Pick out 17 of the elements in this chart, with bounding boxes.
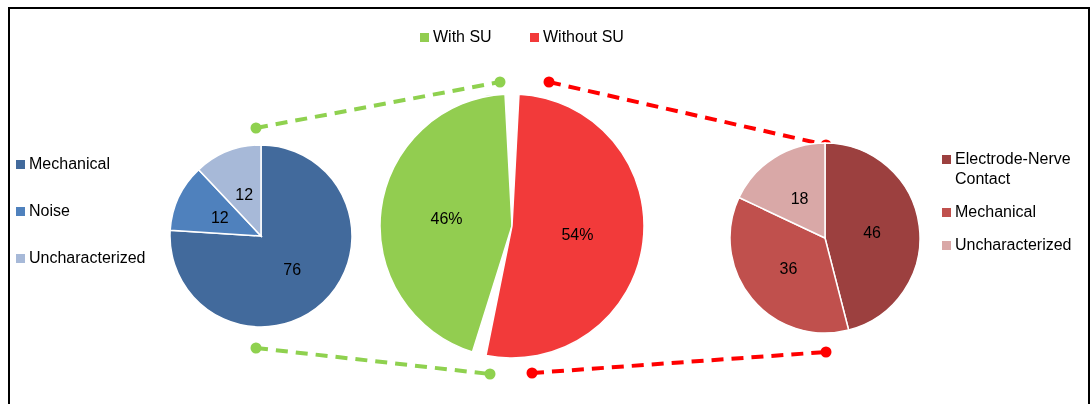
legend-label: Mechanical <box>29 155 110 172</box>
data-label: 12 <box>210 208 229 226</box>
legend-label: With SU <box>433 28 492 45</box>
data-label: 46% <box>430 209 463 227</box>
legend-label: Uncharacterized <box>29 249 146 266</box>
data-label: 54% <box>561 226 594 244</box>
pie-slice <box>169 144 353 328</box>
legend-label: Noise <box>29 202 71 219</box>
data-label: 46 <box>863 224 882 242</box>
data-label: 18 <box>790 189 809 207</box>
legend-label: Without SU <box>543 28 624 45</box>
legend-label: Uncharacterized <box>955 236 1072 253</box>
legend-label: Electrode-Nerve Contact <box>955 150 1071 187</box>
data-label: 12 <box>235 185 254 203</box>
data-label: 36 <box>779 260 798 278</box>
legend-label: Mechanical <box>955 203 1036 220</box>
data-label: 76 <box>283 261 302 279</box>
